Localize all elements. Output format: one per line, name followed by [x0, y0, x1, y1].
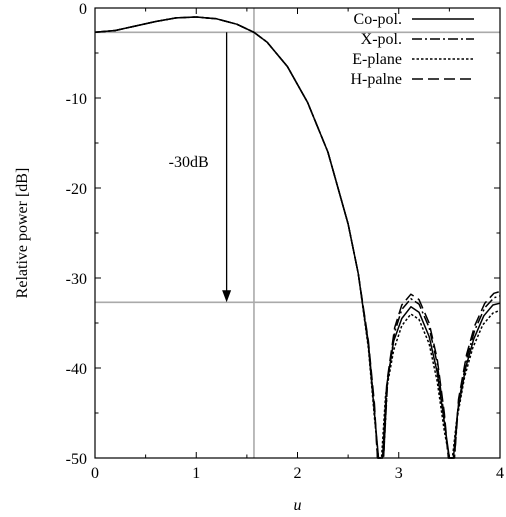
reference-lines [95, 8, 500, 458]
legend-label: E-plane [352, 51, 402, 68]
x-tick-label: 1 [192, 465, 200, 482]
y-tick-label: -30 [66, 271, 87, 288]
legend-label: X-pol. [361, 31, 402, 48]
y-tick-label: -40 [66, 361, 87, 378]
legend: Co-pol. X-pol. E-plane H-palne [350, 11, 474, 88]
annotation-arrowhead [222, 290, 232, 303]
y-tick-label: -10 [66, 91, 87, 108]
x-axis-title: u [294, 497, 302, 514]
y-tick-label: -20 [66, 181, 87, 198]
x-tick-label: 3 [395, 465, 403, 482]
y-tick-label: -50 [66, 451, 87, 468]
y-axis-title: Relative power [dB] [14, 168, 31, 299]
x-tick-label: 2 [294, 465, 302, 482]
series-layer [94, 16, 501, 459]
x-tick-label: 4 [496, 465, 504, 482]
x-tick-label: 0 [91, 465, 99, 482]
y-tick-label: 0 [79, 1, 87, 18]
legend-label: H-palne [350, 71, 402, 88]
legend-label: Co-pol. [354, 11, 402, 28]
annotation-label: -30dB [169, 154, 209, 171]
axis-ticks: 0 1 2 3 4 0 -10 -20 -30 -40 -50 [66, 1, 504, 482]
annotation-layer: -30dB [169, 32, 232, 303]
